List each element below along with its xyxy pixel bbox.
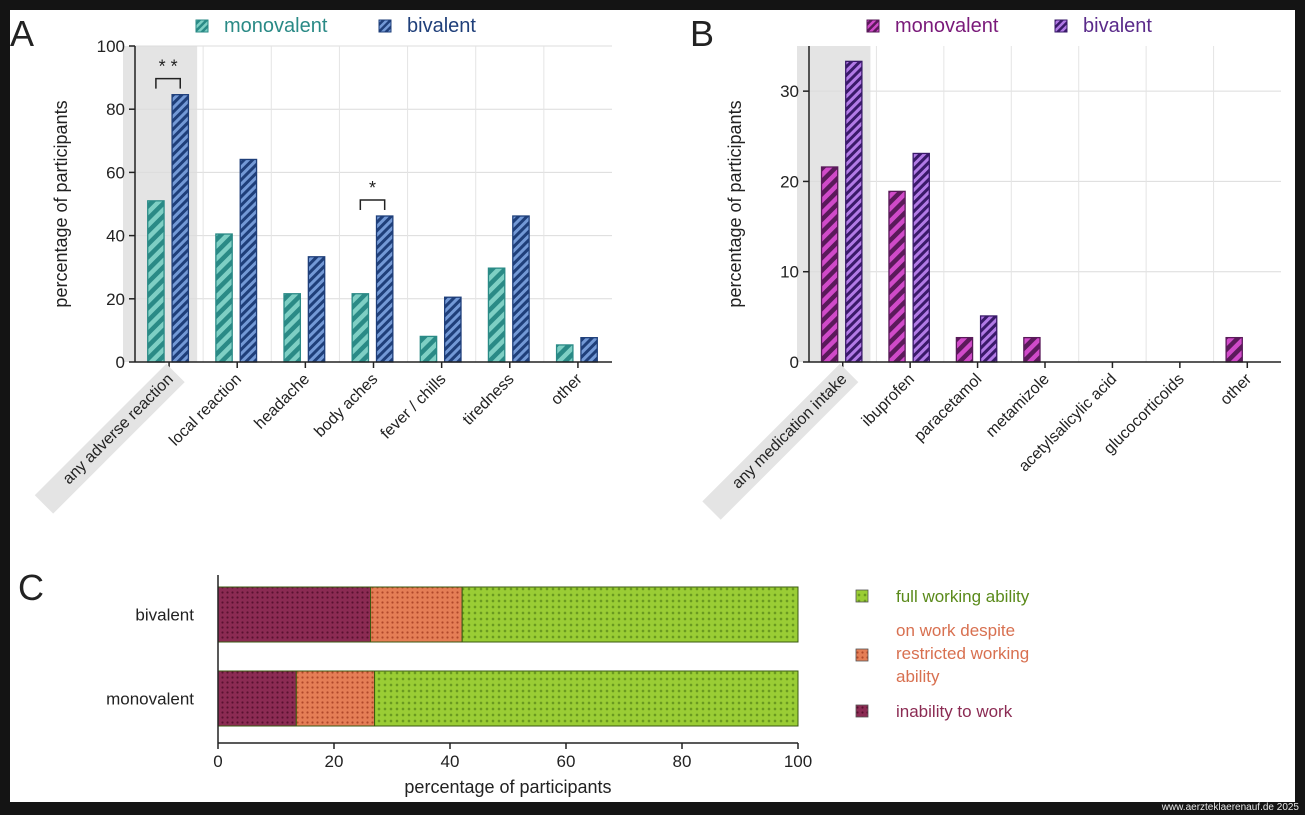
x-tick-label: fever / chills — [378, 371, 450, 443]
bar-segment-1-0 — [370, 586, 463, 643]
legend-swatch-1 — [855, 648, 869, 662]
y-tick-label: 20 — [780, 172, 799, 191]
x-tick-label: any adverse reaction — [60, 371, 177, 488]
legend-label-1: bivalent — [1083, 15, 1152, 37]
bar-monovalent-6 — [555, 344, 574, 363]
x-tick-label: 60 — [557, 752, 576, 771]
legend-swatch-0 — [866, 19, 880, 33]
y-tick-label: 100 — [97, 37, 125, 56]
bar-bivalent-0 — [171, 94, 190, 363]
y-axis-label: percentage of participants — [725, 100, 745, 307]
y-tick-label: 0 — [116, 353, 125, 372]
bar-monovalent-5 — [487, 267, 506, 363]
y-tick-label: 10 — [780, 263, 799, 282]
bar-monovalent-6 — [1225, 336, 1243, 363]
bar-bivalent-4 — [443, 296, 462, 363]
legend-swatch-0 — [195, 19, 209, 33]
x-tick-highlight — [34, 363, 185, 514]
significance-bracket — [155, 77, 181, 89]
bar-bivalent-1 — [912, 152, 930, 363]
panel-letter-b: B — [690, 13, 714, 54]
bar-monovalent-2 — [955, 336, 974, 363]
x-tick-highlight — [702, 363, 859, 520]
legend-label-line: ability — [896, 667, 940, 686]
bar-segment-0-1 — [217, 670, 297, 727]
significance-bracket — [359, 199, 386, 211]
legend-swatch-1 — [378, 19, 392, 33]
x-tick-label: tiredness — [460, 371, 518, 429]
bar-monovalent-0 — [147, 200, 165, 363]
bar-monovalent-2 — [283, 293, 302, 363]
x-tick-label: headache — [251, 371, 313, 433]
significance-label: * * — [159, 57, 178, 77]
bar-bivalent-2 — [979, 315, 998, 363]
bar-monovalent-3 — [351, 293, 370, 363]
legend-label-line: restricted working — [896, 644, 1029, 663]
legend-label-1: on work despite restricted working ability — [896, 621, 1029, 686]
bar-monovalent-1 — [888, 190, 906, 363]
bar-segment-1-1 — [295, 670, 376, 727]
chart-b: 0 10 20 30 percentage of participants any med… — [702, 15, 1281, 520]
x-tick-label: paracetamol — [911, 371, 985, 445]
x-tick-label: any medication intake — [729, 371, 851, 493]
x-tick-label: 80 — [673, 752, 692, 771]
y-category-label: bivalent — [135, 606, 194, 625]
y-tick-label: 80 — [106, 100, 125, 119]
bar-bivalent-6 — [580, 337, 598, 363]
x-tick-label: metamizole — [983, 371, 1053, 441]
figure-panel: A B C 0 20 40 60 80 100 percentage of participant… — [10, 10, 1295, 802]
x-tick-label: other — [1217, 370, 1255, 408]
y-tick-label: 40 — [106, 227, 125, 246]
bar-monovalent-0 — [820, 166, 839, 363]
panel-letter-c: C — [18, 567, 44, 608]
legend-label-line: on work despite — [896, 621, 1015, 640]
bar-bivalent-5 — [512, 215, 530, 363]
legend-label-0: monovalent — [224, 15, 328, 37]
bar-segment-2-0 — [461, 586, 799, 643]
bar-segment-2-1 — [374, 670, 799, 727]
legend-swatch-2 — [855, 589, 869, 603]
x-axis-label: percentage of participants — [404, 777, 611, 797]
y-tick-label: 0 — [790, 353, 799, 372]
legend-label-0: monovalent — [895, 15, 999, 37]
y-tick-label: 20 — [106, 290, 125, 309]
bar-bivalent-2 — [307, 256, 326, 363]
bar-monovalent-4 — [419, 335, 438, 363]
significance-label: * — [369, 178, 376, 198]
panel-letter-a: A — [10, 13, 34, 54]
y-tick-label: 60 — [106, 163, 125, 182]
x-tick-label: body aches — [311, 371, 381, 441]
bar-monovalent-1 — [215, 233, 233, 363]
x-tick-label: 100 — [784, 752, 812, 771]
legend-swatch-0 — [855, 704, 869, 718]
bar-monovalent-3 — [1023, 336, 1041, 363]
x-tick-label: 20 — [325, 752, 344, 771]
bar-bivalent-3 — [375, 215, 394, 363]
bar-bivalent-0 — [845, 60, 863, 363]
x-tick-label: 40 — [441, 752, 460, 771]
legend-label-2: full working ability — [896, 587, 1030, 606]
legend-label-0: inability to work — [896, 702, 1013, 721]
y-category-label: monovalent — [106, 690, 194, 709]
bar-segment-0-0 — [217, 586, 372, 643]
legend-swatch-1 — [1054, 19, 1068, 33]
x-tick-label: other — [548, 370, 586, 408]
chart-c: bivalent monovalent 0 20 40 60 80 100 percentage… — [106, 575, 1030, 797]
y-axis-label: percentage of participants — [51, 100, 71, 307]
x-tick-label: ibuprofen — [859, 371, 918, 430]
chart-a: 0 20 40 60 80 100 percentage of participants an… — [34, 15, 612, 514]
x-tick-label: 0 — [213, 752, 222, 771]
bar-bivalent-1 — [239, 158, 258, 363]
y-tick-label: 30 — [780, 82, 799, 101]
watermark: www.aerzteklaerenauf.de 2025 — [1161, 802, 1299, 813]
legend-label-1: bivalent — [407, 15, 476, 37]
